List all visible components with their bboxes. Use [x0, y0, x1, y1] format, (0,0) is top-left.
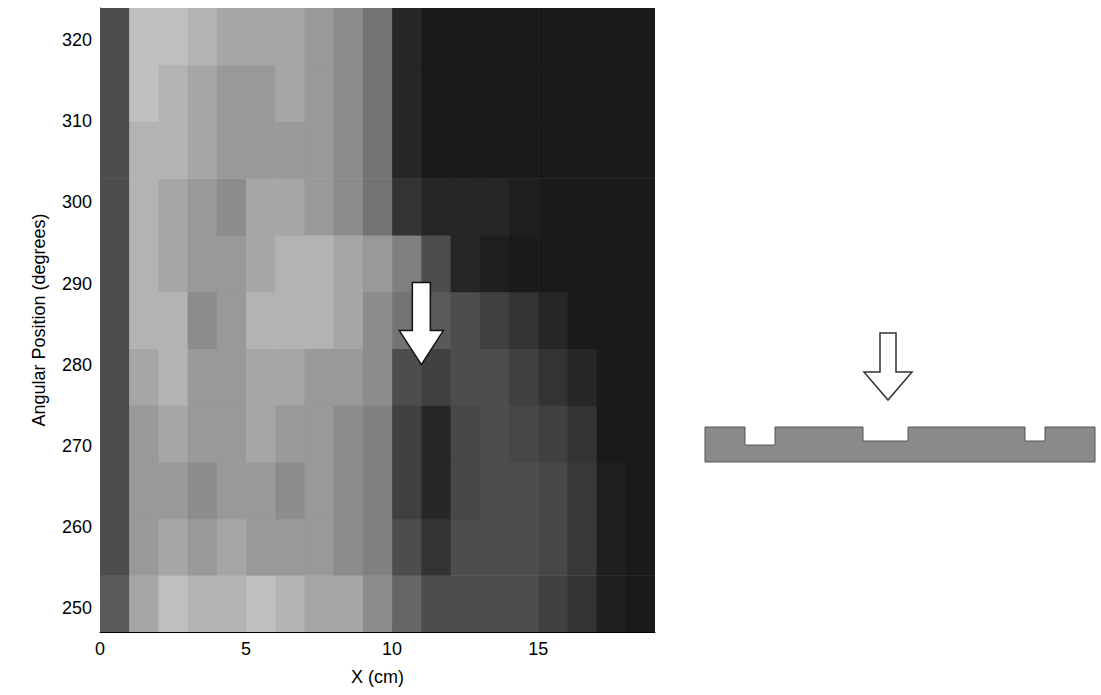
svg-text:Angular Position (degrees): Angular Position (degrees) [29, 213, 49, 426]
svg-text:0: 0 [95, 639, 105, 659]
svg-text:5: 5 [241, 639, 251, 659]
svg-text:310: 310 [62, 111, 92, 131]
svg-text:15: 15 [528, 639, 548, 659]
svg-text:280: 280 [62, 355, 92, 375]
svg-text:270: 270 [62, 436, 92, 456]
svg-text:290: 290 [62, 274, 92, 294]
svg-text:10: 10 [382, 639, 402, 659]
svg-text:250: 250 [62, 598, 92, 618]
svg-text:320: 320 [62, 30, 92, 50]
svg-text:260: 260 [62, 517, 92, 537]
svg-text:X (cm): X (cm) [351, 667, 404, 687]
svg-text:300: 300 [62, 192, 92, 212]
